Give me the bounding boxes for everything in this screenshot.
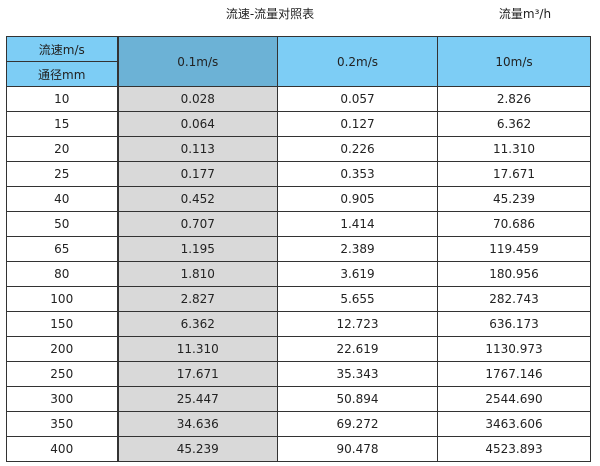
flow-cell: 0.064 [116, 111, 278, 137]
flow-cell: 282.743 [437, 286, 591, 312]
flow-cell: 11.310 [437, 136, 591, 162]
diameter-cell: 40 [6, 186, 118, 212]
table-row: 65 1.195 2.389 119.459 [6, 236, 591, 262]
diameter-cell: 350 [6, 411, 118, 437]
table-row: 150 6.362 12.723 636.173 [6, 311, 591, 337]
flow-cell: 17.671 [437, 161, 591, 187]
diameter-cell: 10 [6, 86, 118, 112]
diameter-cell: 150 [6, 311, 118, 337]
diameter-cell: 400 [6, 436, 118, 462]
flow-cell: 50.894 [277, 386, 438, 412]
table-row: 250 17.671 35.343 1767.146 [6, 361, 591, 387]
flow-cell: 5.655 [277, 286, 438, 312]
flow-cell: 69.272 [277, 411, 438, 437]
diameter-cell: 300 [6, 386, 118, 412]
flow-cell: 0.226 [277, 136, 438, 162]
flow-cell: 25.447 [116, 386, 278, 412]
flow-cell: 22.619 [277, 336, 438, 362]
flow-cell: 0.113 [116, 136, 278, 162]
unit-label: 流量m³/h [498, 7, 552, 21]
flow-cell: 6.362 [116, 311, 278, 337]
flow-cell: 35.343 [277, 361, 438, 387]
flow-cell: 3.619 [277, 261, 438, 287]
diameter-cell: 200 [6, 336, 118, 362]
flow-cell: 6.362 [437, 111, 591, 137]
flow-rate-table: 流速m/s 0.1m/s 0.2m/s 10m/s 通径mm 10 0.028 0.… [6, 36, 591, 462]
flow-cell: 70.686 [437, 211, 591, 237]
flow-cell: 12.723 [277, 311, 438, 337]
table-row: 350 34.636 69.272 3463.606 [6, 411, 591, 437]
table-row: 200 11.310 22.619 1130.973 [6, 336, 591, 362]
flow-cell: 45.239 [116, 436, 278, 462]
flow-cell: 34.636 [116, 411, 278, 437]
table-row: 10 0.028 0.057 2.826 [6, 86, 591, 112]
diameter-cell: 15 [6, 111, 118, 137]
flow-cell: 1.414 [277, 211, 438, 237]
header-col-1: 0.2m/s [277, 36, 438, 87]
header-diameter: 通径mm [6, 61, 118, 87]
diameter-cell: 250 [6, 361, 118, 387]
header-col-2: 10m/s [437, 36, 591, 87]
flow-cell: 0.057 [277, 86, 438, 112]
flow-cell: 45.239 [437, 186, 591, 212]
flow-cell: 0.707 [116, 211, 278, 237]
flow-cell: 1767.146 [437, 361, 591, 387]
flow-cell: 636.173 [437, 311, 591, 337]
flow-cell: 1.810 [116, 261, 278, 287]
header-velocity: 流速m/s [6, 36, 118, 62]
table-row: 15 0.064 0.127 6.362 [6, 111, 591, 137]
flow-cell: 0.127 [277, 111, 438, 137]
flow-cell: 0.905 [277, 186, 438, 212]
flow-cell: 0.028 [116, 86, 278, 112]
table-title: 流速-流量对照表 [225, 7, 315, 21]
flow-cell: 4523.893 [437, 436, 591, 462]
flow-cell: 0.452 [116, 186, 278, 212]
flow-cell: 1.195 [116, 236, 278, 262]
flow-cell: 119.459 [437, 236, 591, 262]
flow-cell: 0.353 [277, 161, 438, 187]
flow-cell: 90.478 [277, 436, 438, 462]
flow-cell: 180.956 [437, 261, 591, 287]
flow-cell: 2544.690 [437, 386, 591, 412]
table-row: 100 2.827 5.655 282.743 [6, 286, 591, 312]
diameter-cell: 80 [6, 261, 118, 287]
flow-cell: 3463.606 [437, 411, 591, 437]
table-row: 80 1.810 3.619 180.956 [6, 261, 591, 287]
table-row: 20 0.113 0.226 11.310 [6, 136, 591, 162]
table-row: 25 0.177 0.353 17.671 [6, 161, 591, 187]
diameter-cell: 65 [6, 236, 118, 262]
flow-cell: 0.177 [116, 161, 278, 187]
header-col-0: 0.1m/s [116, 36, 278, 87]
table-row: 400 45.239 90.478 4523.893 [6, 436, 591, 462]
diameter-cell: 20 [6, 136, 118, 162]
table-row: 40 0.452 0.905 45.239 [6, 186, 591, 212]
diameter-cell: 100 [6, 286, 118, 312]
diameter-cell: 50 [6, 211, 118, 237]
flow-cell: 2.827 [116, 286, 278, 312]
diameter-cell: 25 [6, 161, 118, 187]
flow-cell: 2.389 [277, 236, 438, 262]
flow-cell: 2.826 [437, 86, 591, 112]
table-row: 300 25.447 50.894 2544.690 [6, 386, 591, 412]
flow-cell: 1130.973 [437, 336, 591, 362]
flow-cell: 17.671 [116, 361, 278, 387]
table-row: 50 0.707 1.414 70.686 [6, 211, 591, 237]
flow-cell: 11.310 [116, 336, 278, 362]
